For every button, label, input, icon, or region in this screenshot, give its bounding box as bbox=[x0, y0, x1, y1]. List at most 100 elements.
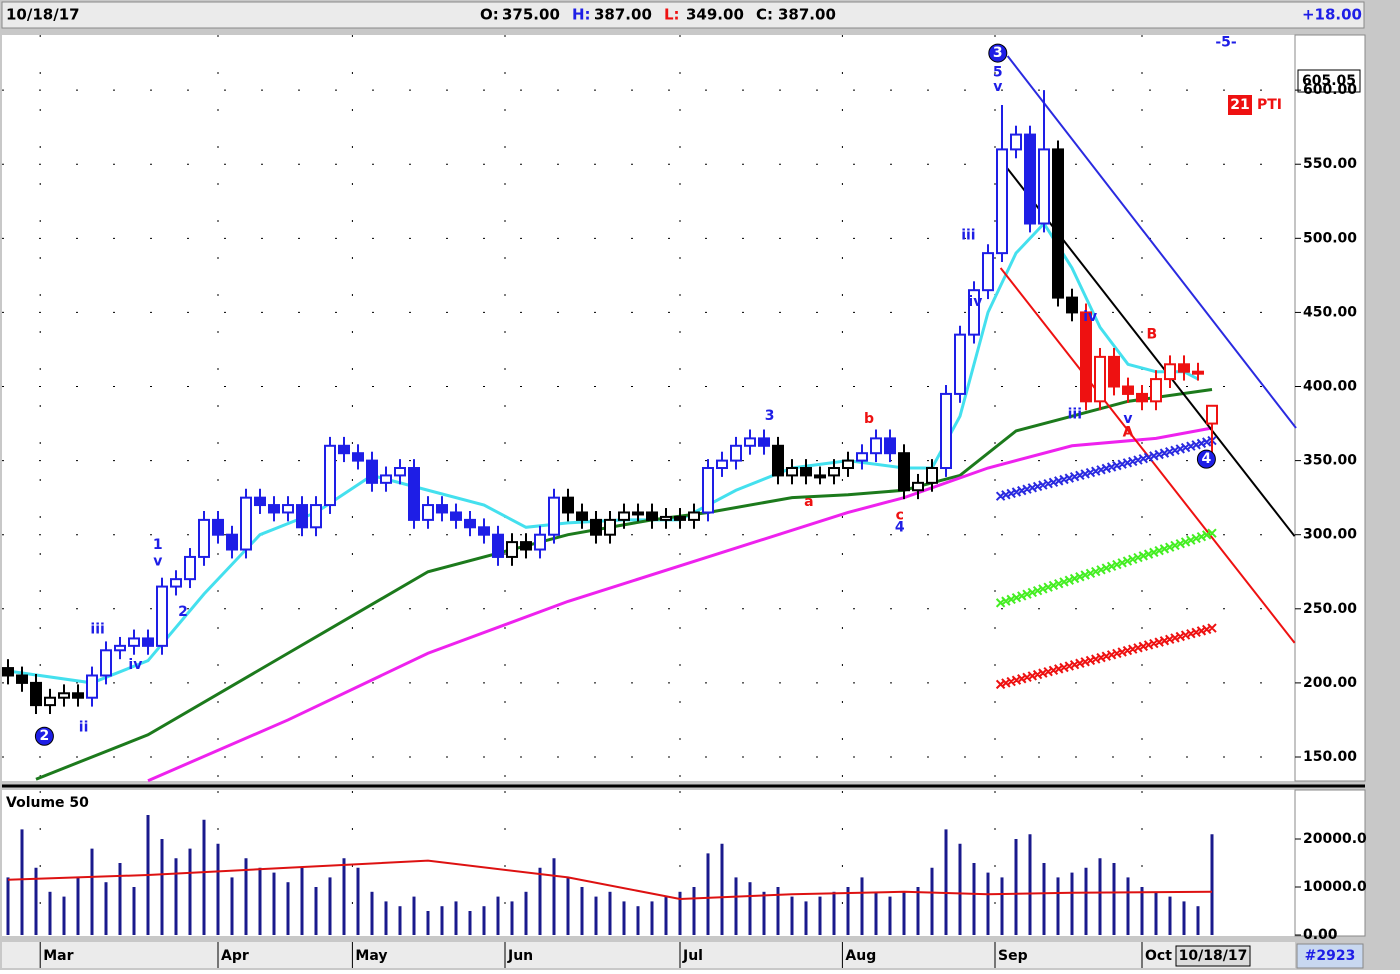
candle-body bbox=[786, 467, 798, 477]
candle-body bbox=[128, 637, 140, 647]
candle-body bbox=[114, 644, 126, 652]
candle-body bbox=[156, 585, 168, 647]
date-axis bbox=[2, 942, 1295, 968]
candle-body bbox=[744, 437, 756, 447]
candle-body bbox=[30, 681, 42, 707]
candle-body bbox=[590, 518, 602, 536]
wave-label: 5 bbox=[993, 64, 1003, 80]
candle-body bbox=[758, 437, 770, 447]
candle-body bbox=[954, 333, 966, 395]
candle-body bbox=[716, 459, 728, 470]
candle-body bbox=[2, 667, 14, 677]
wave-label: 3 bbox=[765, 408, 775, 424]
candle-body bbox=[352, 452, 364, 462]
candle-body bbox=[380, 474, 392, 484]
volume-title: Volume 50 bbox=[6, 795, 89, 811]
moving-average bbox=[35, 387, 1213, 781]
candle-body bbox=[646, 511, 658, 521]
candle-body bbox=[324, 444, 336, 507]
x-tick-label: Aug bbox=[845, 948, 876, 964]
x-tick-label: Mar bbox=[43, 948, 73, 964]
candle-body bbox=[408, 467, 420, 521]
ohlc-value: 375.00 bbox=[502, 6, 560, 24]
candle-body bbox=[674, 515, 686, 521]
wave-label: iii bbox=[961, 227, 975, 243]
candle-body bbox=[1150, 378, 1162, 403]
candle-body bbox=[170, 578, 182, 588]
y-tick-label: 20000.0 bbox=[1303, 831, 1367, 847]
wave-label: iii bbox=[1068, 407, 1082, 423]
wave-label: iv bbox=[128, 657, 142, 673]
x-tick-label: Sep bbox=[998, 948, 1028, 964]
ohlc-label: C: bbox=[756, 6, 773, 24]
wave-label: B bbox=[1146, 327, 1157, 343]
candle-body bbox=[338, 444, 350, 455]
wave-circle bbox=[34, 726, 54, 746]
candle-body bbox=[1178, 363, 1190, 373]
candle-body bbox=[702, 467, 714, 514]
wave-label: c bbox=[896, 507, 904, 523]
candle-body bbox=[464, 518, 476, 529]
x-tick-label: May bbox=[355, 948, 387, 964]
candle-body bbox=[576, 511, 588, 521]
y-tick-label: 600.00 bbox=[1303, 82, 1357, 98]
candle-body bbox=[240, 496, 252, 551]
candle-body bbox=[996, 148, 1008, 255]
candle-body bbox=[520, 541, 532, 551]
candle-body bbox=[548, 496, 560, 536]
candle-body bbox=[884, 437, 896, 455]
candle-body bbox=[828, 467, 840, 477]
projection bbox=[995, 435, 1217, 501]
record: #2923 bbox=[1305, 948, 1356, 964]
candle-body bbox=[450, 511, 462, 521]
candle-body bbox=[604, 518, 616, 536]
candle-body bbox=[268, 504, 280, 514]
indicator-name: PTI bbox=[1257, 97, 1282, 113]
x-tick-label: Jul bbox=[682, 948, 703, 964]
x-tick-label: Apr bbox=[221, 948, 249, 964]
y-tick-label: 550.00 bbox=[1303, 156, 1357, 172]
wave-label: iv bbox=[968, 294, 982, 310]
projection bbox=[995, 528, 1217, 608]
candle-body bbox=[142, 637, 154, 647]
candle-body bbox=[282, 504, 294, 514]
indicator-number: 21 bbox=[1230, 97, 1249, 113]
candle-body bbox=[534, 533, 546, 551]
wave-label: iv bbox=[1083, 309, 1097, 325]
candle-body bbox=[982, 252, 994, 292]
wave-label: v bbox=[1123, 411, 1132, 427]
header-change: +18.00 bbox=[1302, 6, 1362, 24]
candle-body bbox=[1066, 296, 1078, 314]
candle-body bbox=[58, 692, 70, 699]
trendline bbox=[1006, 55, 1297, 429]
y-tick-label: 10000.0 bbox=[1303, 879, 1367, 895]
wave-circle bbox=[988, 43, 1008, 63]
date-box bbox=[1175, 945, 1251, 967]
y-tick-label: 350.00 bbox=[1303, 453, 1357, 469]
candle-body bbox=[814, 474, 826, 479]
candle-body bbox=[394, 467, 406, 477]
candle-body bbox=[730, 444, 742, 462]
ohlc-label: O: bbox=[480, 6, 499, 24]
candle-body bbox=[422, 504, 434, 521]
candle-body bbox=[912, 481, 924, 492]
candle-body bbox=[198, 518, 210, 558]
record-box bbox=[1296, 943, 1364, 969]
ohlc-value: 387.00 bbox=[778, 6, 836, 24]
projection bbox=[995, 623, 1217, 690]
candle-body bbox=[506, 541, 518, 558]
wave-label: 4 bbox=[1202, 451, 1212, 467]
price-tag-box bbox=[1297, 69, 1361, 93]
candle-body bbox=[618, 511, 630, 521]
candle-body bbox=[226, 533, 238, 551]
wave-label: 2 bbox=[178, 604, 188, 620]
candle-body bbox=[968, 289, 980, 336]
x-tick-label: Oct bbox=[1145, 948, 1172, 964]
candle-body bbox=[86, 674, 98, 699]
price-tag: 605.05 bbox=[1302, 73, 1356, 89]
wave-label: iii bbox=[90, 622, 104, 638]
candle-body bbox=[1024, 133, 1036, 225]
candle-body bbox=[100, 649, 112, 677]
